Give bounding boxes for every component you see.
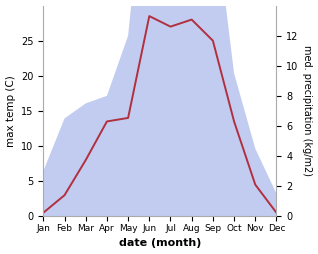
Y-axis label: max temp (C): max temp (C) (5, 75, 16, 147)
Y-axis label: med. precipitation (kg/m2): med. precipitation (kg/m2) (302, 45, 313, 176)
X-axis label: date (month): date (month) (119, 239, 201, 248)
